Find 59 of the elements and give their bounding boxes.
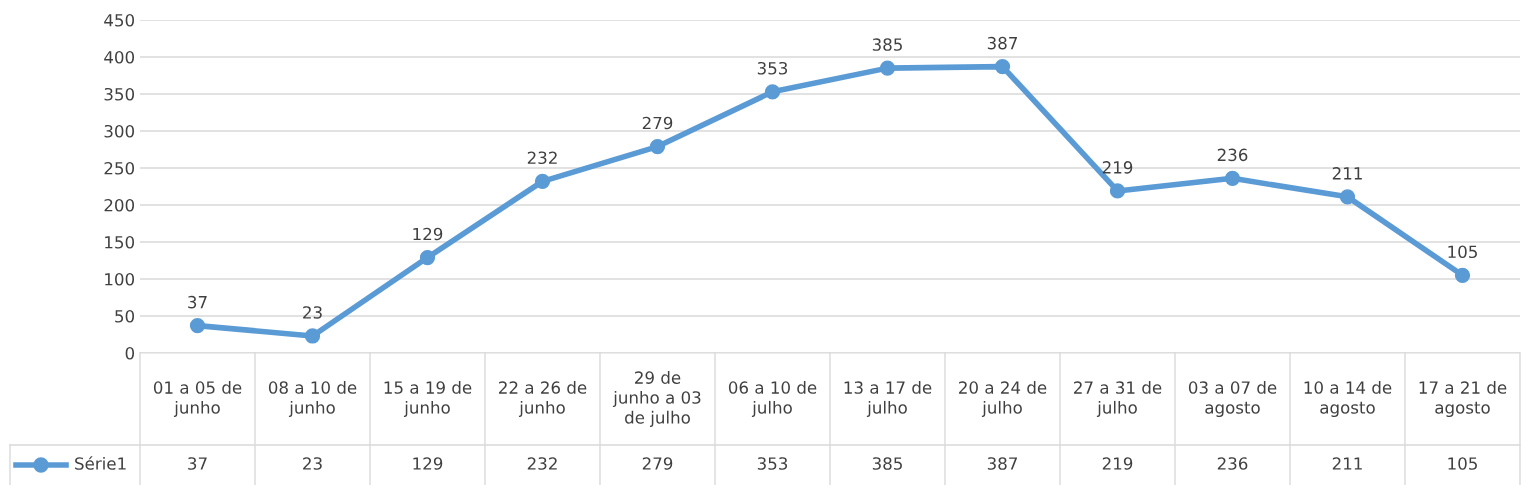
point: [419, 249, 436, 266]
y-tick-label: 250: [104, 161, 135, 175]
y-tick-label: 450: [104, 13, 135, 27]
text: 279: [642, 457, 673, 470]
x-tick-label: 20 a 24 de julho: [959, 380, 1047, 418]
data-label: 232: [527, 151, 557, 165]
point: [1224, 170, 1241, 186]
y-tick-label: 0: [125, 346, 135, 360]
point: [1454, 267, 1471, 283]
data-label: 279: [642, 116, 673, 130]
point: [534, 173, 551, 189]
legend-label: Série1: [75, 456, 126, 470]
text: 353: [757, 457, 788, 470]
y-tick-label: 50: [115, 309, 135, 323]
point: [764, 84, 781, 100]
x-tick-label: 15 a 19 de junho: [384, 380, 472, 418]
x-tick-label: 06 a 10 de julho: [728, 380, 817, 418]
x-tick-label: 27 a 31 de julho: [1074, 380, 1162, 418]
text: 232: [527, 457, 557, 470]
y-tick-label: 150: [105, 235, 135, 249]
x-tick-label: 17 a 21 de agosto: [1419, 380, 1507, 418]
x-tick-label: 01 a 05 de junho: [153, 380, 242, 418]
x-tick-label: 22 a 26 de junho: [499, 380, 587, 418]
text: 129: [413, 457, 443, 470]
text: 219: [1102, 457, 1133, 470]
data-label: 105: [1448, 245, 1477, 259]
text: 105: [1448, 457, 1477, 470]
y-tick-label: 400: [104, 50, 135, 64]
point: [879, 60, 896, 76]
x-tick-label: 08 a 10 de junho: [268, 380, 357, 418]
data-label: 387: [987, 36, 1017, 50]
point: [304, 328, 321, 344]
point: [994, 58, 1011, 75]
data-label: 219: [1102, 161, 1133, 174]
text: 236: [1217, 457, 1248, 470]
data-label: 353: [757, 61, 788, 75]
x-tick-label: 29 de junho a 03 de julho: [612, 371, 701, 427]
data-label: 211: [1332, 167, 1362, 180]
data-label: 385: [872, 38, 902, 51]
x-tick-label: 13 a 17 de julho: [844, 380, 932, 418]
y-tick-label: 350: [104, 87, 135, 101]
y-tick-label: 300: [104, 124, 135, 138]
text: 385: [872, 457, 902, 470]
data-label: 236: [1217, 148, 1248, 162]
point: [1109, 183, 1126, 199]
text: 387: [987, 457, 1017, 470]
text: 37: [188, 457, 207, 470]
text: 23: [303, 457, 322, 470]
point: [1339, 189, 1356, 205]
x-tick-label: 10 a 14 de agosto: [1304, 380, 1392, 418]
x-tick-label: 03 a 07 de agosto: [1188, 380, 1277, 418]
data-label: 23: [303, 306, 322, 319]
text: 211: [1332, 457, 1362, 470]
point: [189, 317, 206, 334]
point: [649, 138, 666, 155]
data-label: 129: [413, 227, 443, 241]
y-tick-label: 100: [105, 272, 135, 286]
data-label: 37: [188, 295, 207, 309]
y-tick-label: 200: [104, 198, 135, 212]
